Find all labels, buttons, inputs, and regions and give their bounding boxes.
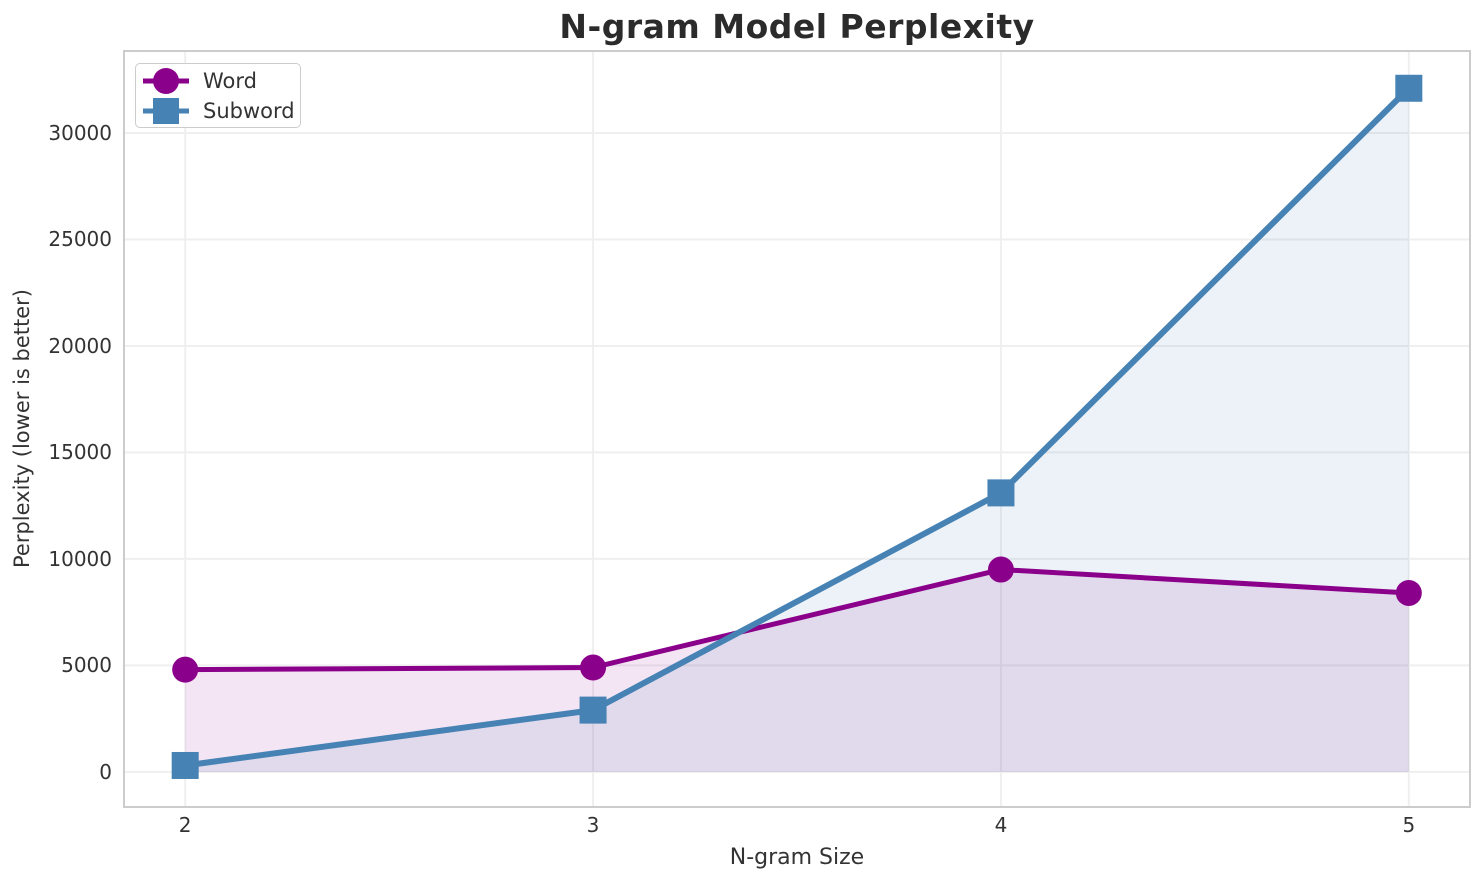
marker-word: [580, 654, 607, 681]
marker-subword: [987, 479, 1015, 507]
subword-line-square-marker-icon: [143, 97, 189, 124]
marker-subword: [171, 751, 199, 779]
marker-word: [987, 556, 1014, 583]
marker-subword: [1395, 74, 1423, 102]
legend-label-subword: Subword: [203, 98, 295, 123]
word-line-circle-marker-icon: [143, 67, 189, 94]
marker-word: [172, 656, 199, 683]
legend-item-word: Word: [141, 66, 295, 96]
x-axis-label: N-gram Size: [729, 845, 865, 870]
marker-subword: [579, 696, 607, 724]
marker-word: [1395, 579, 1422, 606]
line-subword: [182, 85, 1412, 769]
legend-item-subword: Subword: [141, 96, 295, 126]
legend-label-word: Word: [203, 68, 257, 93]
line-word: [182, 567, 1412, 673]
plot-border: [123, 50, 1471, 808]
legend: Word Subword: [135, 63, 301, 128]
chart-title: N-gram Model Perplexity: [559, 7, 1035, 46]
area-fill-subword: [185, 88, 1409, 772]
